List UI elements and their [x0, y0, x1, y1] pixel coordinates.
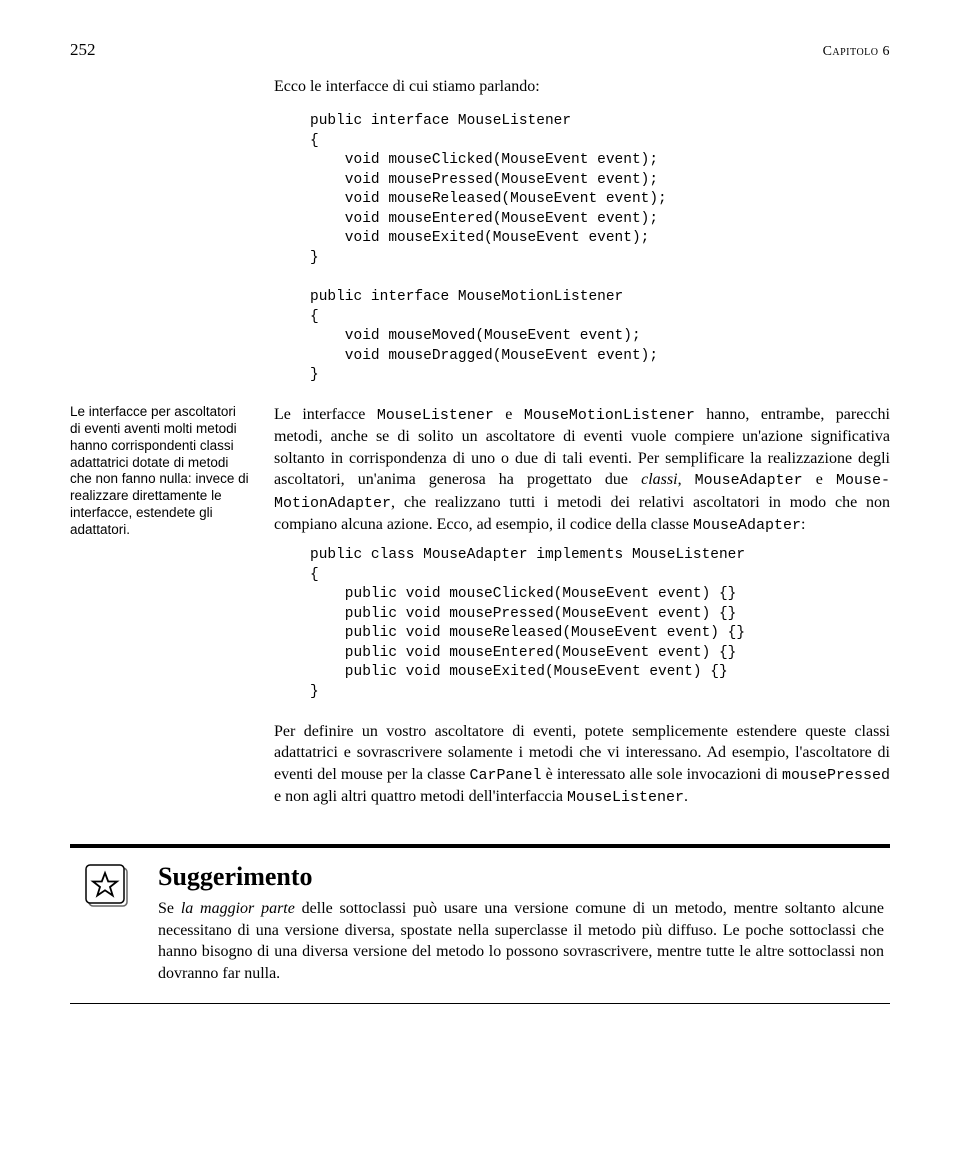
chapter-label: Capitolo 6 — [823, 44, 890, 60]
text-run: è interessato alle sole invocazioni di — [541, 766, 782, 783]
code-inline: mousePressed — [782, 767, 890, 784]
tip-box: Suggerimento Se la maggior parte delle s… — [70, 844, 890, 1003]
paragraph-adapters: Le interfacce MouseListener e MouseMotio… — [274, 404, 890, 536]
tip-section: Suggerimento Se la maggior parte delle s… — [70, 844, 890, 1003]
paragraph-extend: Per definire un vostro ascoltatore di ev… — [274, 721, 890, 809]
star-icon — [85, 864, 131, 910]
text-run: Se — [158, 900, 181, 917]
code-inline: CarPanel — [469, 767, 541, 784]
code-block-adapter: public class MouseAdapter implements Mou… — [310, 546, 890, 703]
side-note: Le interfacce per ascoltatori di eventi … — [70, 404, 250, 539]
italic-run: la maggior parte — [181, 900, 295, 917]
text-run: . — [684, 788, 688, 805]
code-inline: MouseAdapter — [695, 472, 803, 489]
text-run: e — [803, 471, 836, 488]
italic-run: classi — [641, 471, 677, 488]
tip-icon-wrap — [76, 862, 140, 984]
side-note-wrap: Le interfacce per ascoltatori di eventi … — [70, 404, 250, 810]
body-section: Le interfacce MouseListener e MouseMotio… — [274, 404, 890, 810]
page: 252 Capitolo 6 Ecco le interfacce di cui… — [0, 0, 960, 1168]
tip-title: Suggerimento — [158, 862, 884, 892]
code-block-interfaces: public interface MouseListener { void mo… — [310, 112, 890, 386]
code-inline: MouseListener — [567, 789, 684, 806]
code-inline: MouseListener — [377, 407, 494, 424]
text-run: , — [678, 471, 695, 488]
tip-body: Se la maggior parte delle sottoclassi pu… — [158, 898, 884, 984]
intro-paragraph-wrap: Ecco le interfacce di cui stiamo parland… — [274, 78, 890, 404]
page-number: 252 — [70, 40, 96, 60]
text-run: e non agli altri quattro metodi dell'int… — [274, 788, 567, 805]
code-inline: MouseMotionListener — [524, 407, 695, 424]
page-header: 252 Capitolo 6 — [70, 40, 890, 60]
text-run: : — [801, 516, 805, 533]
code-inline: MouseAdapter — [693, 517, 801, 534]
side-empty-1 — [70, 78, 250, 404]
text-run: e — [494, 406, 524, 423]
intro-paragraph: Ecco le interfacce di cui stiamo parland… — [274, 78, 890, 96]
main-content: Ecco le interfacce di cui stiamo parland… — [70, 78, 890, 1004]
text-run: Le interfacce — [274, 406, 377, 423]
tip-content: Suggerimento Se la maggior parte delle s… — [158, 862, 884, 984]
